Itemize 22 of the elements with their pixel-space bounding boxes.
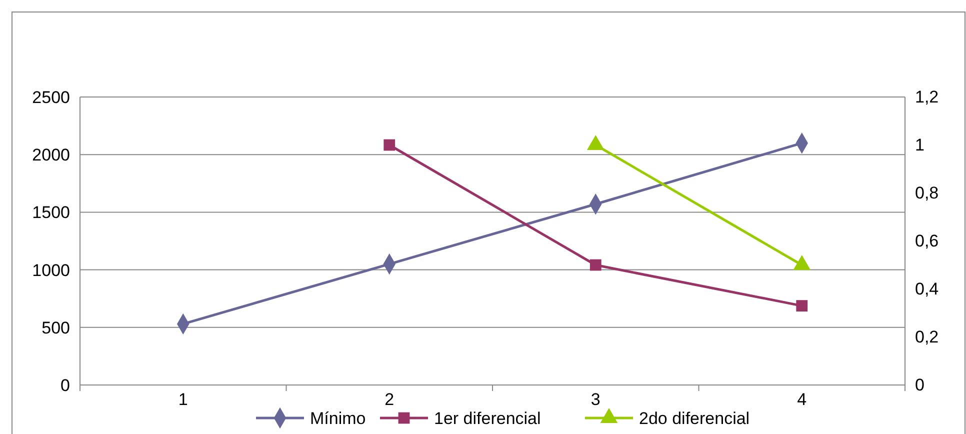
legend-label: 2do diferencial bbox=[639, 409, 750, 428]
y2-tick-label: 0 bbox=[915, 376, 924, 394]
x-tick-label: 1 bbox=[178, 390, 188, 409]
y2-tick-label: 0,8 bbox=[915, 184, 939, 202]
x-tick-label: 3 bbox=[590, 390, 600, 409]
y-tick-label: 0 bbox=[60, 376, 70, 395]
y2-tick-label: 1 bbox=[915, 136, 924, 154]
y-tick-label: 1500 bbox=[32, 203, 70, 222]
x-tick-label: 2 bbox=[384, 390, 394, 409]
y-tick-label: 2000 bbox=[32, 146, 70, 165]
x-tick-label: 4 bbox=[797, 390, 807, 409]
y2-tick-label: 0,6 bbox=[915, 232, 939, 250]
y2-tick-label: 0,4 bbox=[915, 280, 939, 298]
y-tick-label: 2500 bbox=[32, 88, 70, 107]
legend-label: 1er diferencial bbox=[434, 409, 541, 428]
y-tick-label: 1000 bbox=[32, 260, 70, 280]
y2-tick-label: 1,2 bbox=[915, 88, 939, 106]
point bbox=[590, 259, 602, 271]
y2-tick-label: 0,2 bbox=[915, 328, 939, 346]
point bbox=[796, 300, 808, 312]
legend-label: Mínimo bbox=[310, 409, 366, 428]
y-tick-label: 500 bbox=[42, 318, 70, 338]
